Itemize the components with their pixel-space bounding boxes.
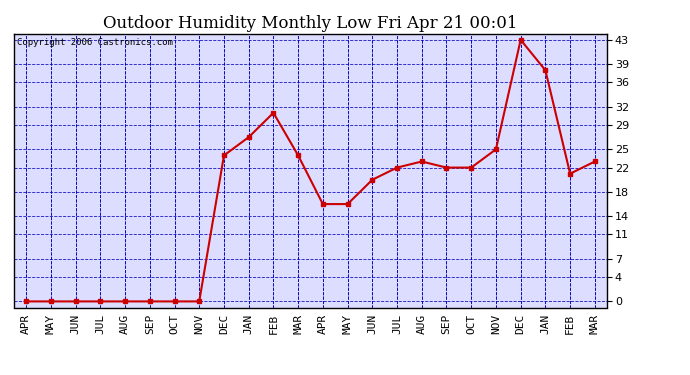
Text: Copyright 2006 Castronics.com: Copyright 2006 Castronics.com [17, 38, 172, 47]
Title: Outdoor Humidity Monthly Low Fri Apr 21 00:01: Outdoor Humidity Monthly Low Fri Apr 21 … [104, 15, 518, 32]
